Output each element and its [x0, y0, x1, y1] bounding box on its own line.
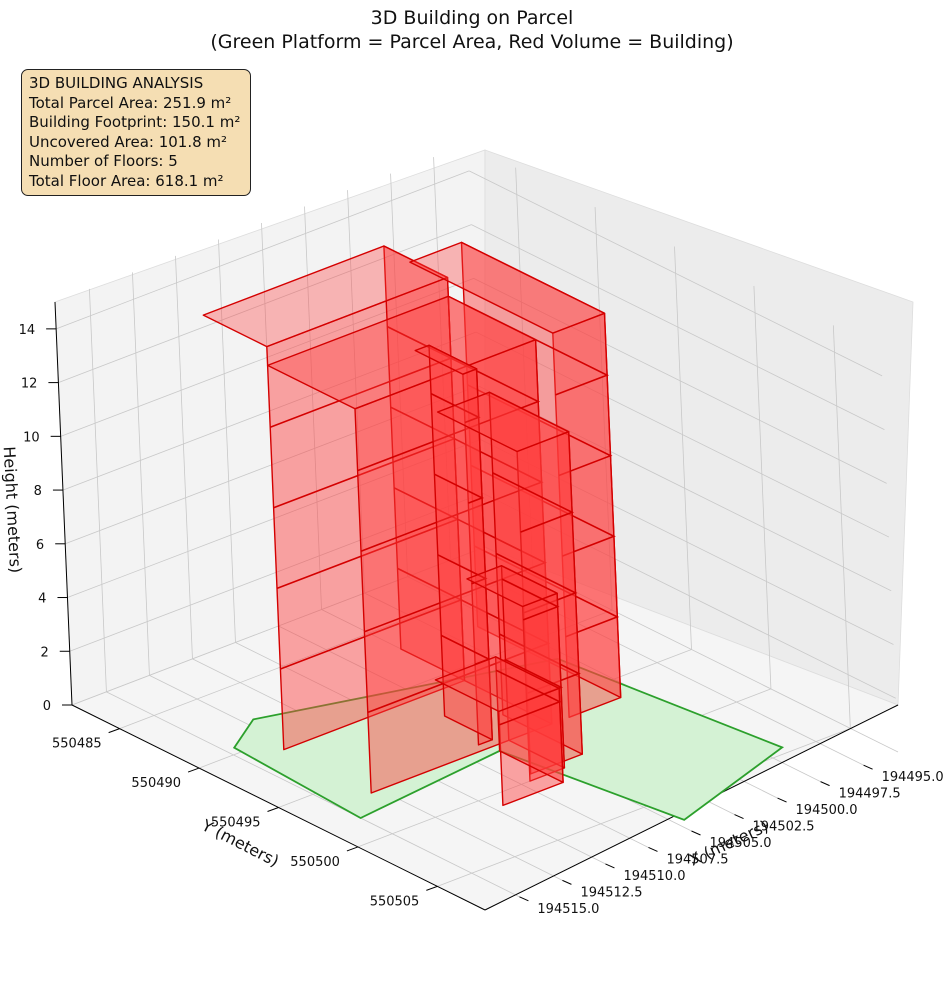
tick-label: 4 — [38, 592, 46, 607]
grid-line — [132, 272, 150, 676]
tick-label: 8 — [34, 484, 42, 499]
info-line: Building Footprint: 150.1 m² — [29, 113, 241, 131]
grid-line — [482, 492, 896, 699]
info-heading: 3D BUILDING ANALYSIS — [29, 74, 204, 92]
z-axis-label: Height (meters) — [0, 446, 25, 574]
tick-label: 2 — [40, 645, 48, 660]
grid-line — [674, 246, 692, 650]
floor-line — [437, 554, 488, 585]
tick-label: 194500.0 — [796, 803, 858, 818]
building-face — [414, 344, 478, 375]
tick-mark — [562, 879, 572, 885]
grid-line — [218, 239, 236, 643]
chart-title-block: 3D Building on Parcel (Green Platform = … — [0, 6, 944, 54]
grid-line — [55, 170, 470, 330]
tick-label: 10 — [23, 430, 40, 445]
info-line: Total Floor Area: 618.1 m² — [29, 171, 224, 190]
tick-mark — [691, 830, 701, 836]
tick-label: 194505.0 — [710, 836, 772, 851]
tick-label: 6 — [36, 538, 44, 553]
grid-line — [484, 546, 899, 753]
floor-line — [499, 633, 581, 695]
tick-label: 550490 — [131, 776, 181, 791]
grid-line — [437, 727, 851, 887]
tick-label: 550505 — [370, 894, 420, 909]
tick-mark — [426, 885, 438, 891]
grid-line — [304, 206, 322, 610]
info-line: Total Parcel Area: 251.9 m² — [29, 93, 232, 112]
tick-label: 550485 — [52, 737, 102, 752]
tick-label: 194515.0 — [537, 902, 599, 917]
tick-mark — [267, 807, 279, 812]
grid-line — [594, 207, 613, 611]
tick-mark — [519, 896, 529, 902]
tick-label: 194502.5 — [753, 820, 815, 835]
tick-label: 0 — [43, 699, 51, 714]
floor-line — [434, 473, 485, 504]
chart-title: 3D Building on Parcel — [370, 7, 574, 29]
grid-line — [89, 288, 107, 692]
grid-line — [58, 224, 472, 383]
building-face — [436, 391, 570, 453]
grid-line — [832, 325, 851, 729]
tick-mark — [346, 846, 359, 852]
info-line: Uncovered Area: 101.8 m² — [29, 132, 228, 151]
grid-line — [433, 157, 451, 561]
floor-line — [357, 357, 541, 472]
tick-mark — [777, 797, 787, 803]
tick-label: 194497.5 — [839, 787, 901, 802]
floor-line — [492, 472, 575, 533]
building-face — [202, 245, 449, 348]
tick-mark — [648, 847, 658, 852]
floor-line — [430, 392, 481, 424]
tick-mark — [820, 781, 830, 787]
floor-line — [501, 578, 560, 621]
building-face — [409, 241, 606, 334]
grid-line — [471, 224, 885, 430]
grid-line — [390, 173, 408, 577]
building-face — [266, 295, 537, 410]
tick-label: 14 — [19, 323, 36, 338]
building-volume — [202, 241, 622, 807]
grid-line — [475, 331, 890, 538]
building-face — [466, 565, 558, 608]
building-face — [434, 656, 560, 713]
tick-label: 194512.5 — [580, 885, 642, 900]
floor-line — [495, 669, 562, 726]
analysis-info-box: 3D BUILDING ANALYSIS Total Parcel Area: … — [21, 69, 252, 196]
tick-label: 550495 — [211, 816, 261, 831]
tick-mark — [605, 863, 615, 869]
grid-line — [515, 167, 534, 571]
tick-mark — [187, 767, 200, 773]
info-line: Number of Floors: 5 — [29, 152, 178, 170]
tick-mark — [863, 764, 873, 770]
tick-label: 550500 — [290, 855, 340, 870]
tick-mark — [108, 728, 120, 734]
grid-line — [347, 190, 365, 594]
grid-line — [480, 439, 894, 645]
tick-label: 12 — [21, 377, 38, 392]
floor-line — [360, 437, 544, 552]
floor-line — [495, 552, 578, 614]
tick-mark — [734, 814, 744, 819]
z-axis-line — [54, 301, 73, 706]
floor-line — [364, 518, 547, 633]
floor-line — [367, 599, 551, 714]
tick-label: 194510.0 — [623, 869, 685, 884]
chart-subtitle: (Green Platform = Parcel Area, Red Volum… — [210, 31, 734, 53]
tick-label: 194507.5 — [666, 852, 728, 867]
grid-line — [753, 285, 772, 689]
tick-label: 194495.0 — [882, 770, 944, 785]
grid-line — [175, 255, 193, 659]
floor-line — [467, 384, 613, 477]
grid-line — [119, 570, 533, 730]
grid-line — [473, 277, 887, 484]
grid-line — [478, 385, 892, 592]
grid-line — [468, 170, 883, 377]
